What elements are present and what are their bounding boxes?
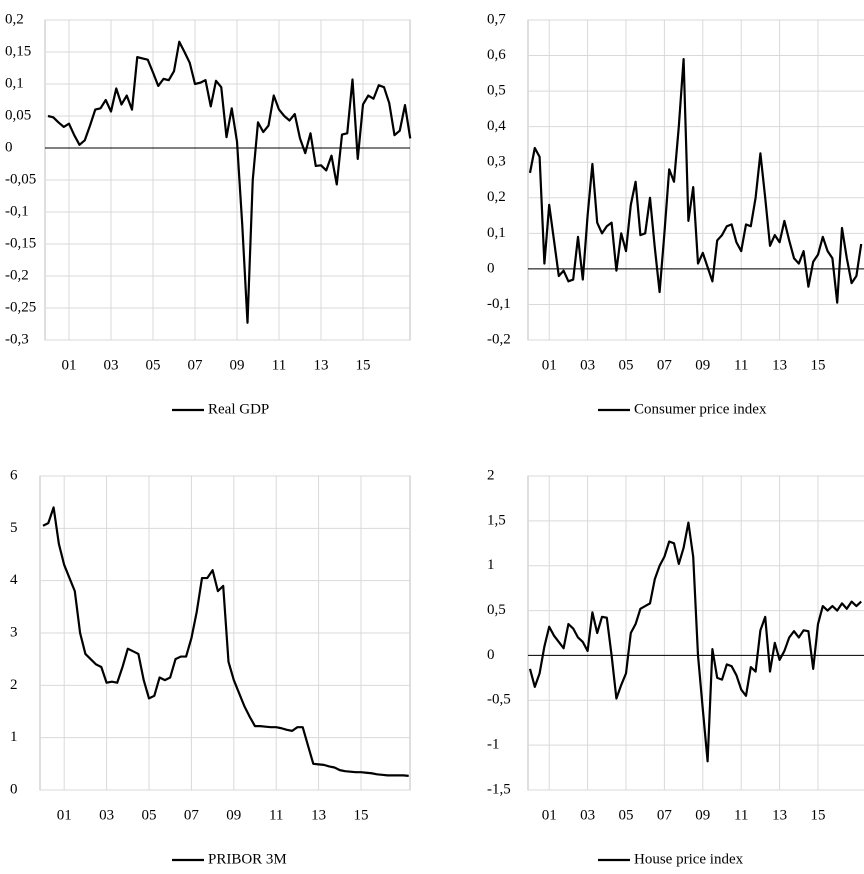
data-line xyxy=(528,521,862,763)
x-tick-label: 15 xyxy=(811,357,826,373)
x-tick-label: 01 xyxy=(542,807,557,823)
x-tick-label: 13 xyxy=(772,357,787,373)
y-tick-label: 0,5 xyxy=(487,83,506,99)
x-tick-label: 07 xyxy=(184,807,200,823)
x-tick-label: 03 xyxy=(580,357,595,373)
x-tick-label: 15 xyxy=(356,357,371,373)
data-line xyxy=(42,506,409,777)
y-tick-label: 4 xyxy=(10,572,18,588)
y-tick-label: -0,5 xyxy=(487,692,511,708)
y-tick-label: 0 xyxy=(10,781,18,797)
y-tick-label: 0,5 xyxy=(487,602,506,618)
x-tick-label: 03 xyxy=(99,807,114,823)
y-tick-label: 5 xyxy=(10,520,18,536)
y-tick-label: -0,1 xyxy=(487,296,511,312)
legend-label: Real GDP xyxy=(208,401,269,417)
x-tick-label: 11 xyxy=(272,357,286,373)
y-tick-label: 2 xyxy=(487,467,495,483)
y-tick-label: 0 xyxy=(487,260,495,276)
y-tick-label: 0,2 xyxy=(5,11,24,27)
x-tick-label: 13 xyxy=(772,807,787,823)
legend-label: House price index xyxy=(634,851,744,867)
y-tick-label: -0,2 xyxy=(487,331,511,347)
x-tick-label: 07 xyxy=(657,807,673,823)
legend-label: PRIBOR 3M xyxy=(208,851,287,867)
y-tick-label: -1,5 xyxy=(487,781,511,797)
x-tick-label: 01 xyxy=(62,357,77,373)
y-tick-label: -0,05 xyxy=(5,171,36,187)
x-tick-label: 13 xyxy=(314,357,329,373)
legend-label: Consumer price index xyxy=(634,401,767,417)
panel: -0,3 -0,25 -0,2 -0,15 -0,1 -0,05 0 0,05 0,1 0,15 0… xyxy=(5,11,412,417)
x-tick-label: 11 xyxy=(269,807,283,823)
y-tick-label: 6 xyxy=(10,467,18,483)
x-tick-label: 09 xyxy=(695,807,710,823)
data-line xyxy=(528,58,863,304)
y-tick-label: 3 xyxy=(10,624,18,640)
y-tick-label: -0,3 xyxy=(5,331,29,347)
y-tick-label: 0,1 xyxy=(5,75,24,91)
x-tick-label: 03 xyxy=(104,357,119,373)
y-tick-label: 0,05 xyxy=(5,107,31,123)
x-tick-label: 05 xyxy=(146,357,161,373)
x-tick-label: 15 xyxy=(811,807,826,823)
y-tick-label: 0,6 xyxy=(487,47,506,63)
y-tick-label: -0,1 xyxy=(5,203,29,219)
y-tick-label: -0,2 xyxy=(5,267,29,283)
y-tick-label: 0,2 xyxy=(487,189,506,205)
x-tick-label: 07 xyxy=(188,357,204,373)
y-tick-label: -0,25 xyxy=(5,299,36,315)
x-tick-label: 05 xyxy=(142,807,157,823)
x-tick-label: 11 xyxy=(734,807,748,823)
y-tick-label: -0,15 xyxy=(5,235,36,251)
x-tick-label: 11 xyxy=(734,357,748,373)
y-tick-label: 0,7 xyxy=(487,11,506,27)
x-tick-label: 03 xyxy=(580,807,595,823)
x-tick-label: 09 xyxy=(226,807,241,823)
x-tick-label: 15 xyxy=(354,807,369,823)
y-tick-label: 0 xyxy=(5,139,13,155)
y-tick-label: 0,3 xyxy=(487,154,506,170)
x-tick-label: 09 xyxy=(695,357,710,373)
x-tick-label: 01 xyxy=(542,357,557,373)
y-tick-label: 0,4 xyxy=(487,118,506,134)
y-tick-label: 0,1 xyxy=(487,225,506,241)
plot-frame xyxy=(527,19,864,341)
panel: -0,2 -0,1 0 0,1 0,2 0,3 0,4 0,5 0,6 0,7 01 03 05 07 09… xyxy=(487,11,864,417)
y-tick-label: 1,5 xyxy=(487,512,506,528)
x-tick-label: 13 xyxy=(311,807,326,823)
x-tick-label: 01 xyxy=(57,807,72,823)
y-tick-label: 0 xyxy=(487,647,495,663)
x-tick-label: 05 xyxy=(619,357,634,373)
y-tick-label: 2 xyxy=(10,677,18,693)
y-tick-label: 1 xyxy=(10,729,18,745)
y-tick-label: 0,15 xyxy=(5,43,31,59)
x-tick-label: 09 xyxy=(230,357,245,373)
x-tick-label: 05 xyxy=(619,807,634,823)
y-tick-label: 1 xyxy=(487,557,495,573)
x-tick-label: 07 xyxy=(657,357,673,373)
panel: -1,5 -1 -0,5 0 0,5 1 1,5 2 01 03 05 07 09 11 13 15 House… xyxy=(487,467,864,867)
data-line xyxy=(47,40,412,324)
y-tick-label: -1 xyxy=(487,737,500,753)
